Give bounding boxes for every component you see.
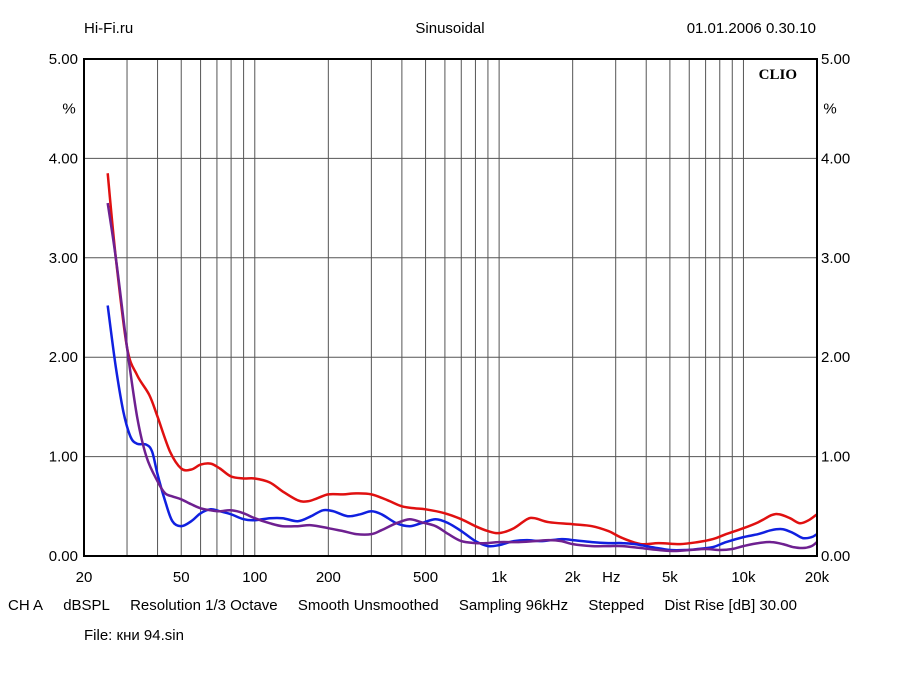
footer-sampling: Sampling 96kHz (458, 597, 569, 614)
x-tick-label: 10k (731, 569, 756, 586)
y-tick-label-right: 5.00 (821, 51, 850, 68)
y-tick-label-left: 0.00 (49, 548, 78, 565)
footer-dist-rise: Dist Rise [dB] 30.00 (664, 597, 797, 614)
x-tick-label: 100 (242, 569, 267, 586)
series-line-1 (106, 173, 818, 546)
x-tick-label: 2k (565, 569, 581, 586)
footer-channel: CH A (8, 597, 44, 614)
x-unit-label: Hz (602, 569, 620, 586)
y-tick-label-left: 3.00 (49, 250, 78, 267)
chart-grid (84, 59, 817, 556)
y-tick-label-right: 4.00 (821, 150, 850, 167)
y-tick-label-right: 0.00 (821, 548, 850, 565)
header-site: Hi-Fi.ru (84, 20, 134, 37)
chart-labels: 0.00 0.00 1.00 1.00 2.00 2.00 3.00 3.00 4.00 4.00… (49, 51, 850, 586)
x-tick-label: 5k (662, 569, 678, 586)
x-tick-label: 1k (491, 569, 507, 586)
header-mode: Sinusoidal (415, 20, 485, 37)
y-unit-right: % (823, 101, 836, 118)
x-tick-label: 500 (413, 569, 438, 586)
y-tick-label-left: 5.00 (49, 51, 78, 68)
y-tick-label-right: 1.00 (821, 449, 850, 466)
x-tick-label: 20 (76, 569, 93, 586)
footer-settings: CH A dBSPL Resolution 1/3 Octave Smooth … (8, 597, 797, 614)
y-tick-label-left: 4.00 (49, 150, 78, 167)
series-line-2 (106, 305, 818, 552)
y-tick-label-left: 1.00 (49, 449, 78, 466)
brand-logo: CLIO (759, 67, 797, 83)
footer-resolution: Resolution 1/3 Octave (130, 597, 278, 614)
plot-frame (83, 58, 818, 557)
y-tick-label-left: 2.00 (49, 349, 78, 366)
series-line-3 (106, 202, 818, 553)
x-tick-label: 200 (316, 569, 341, 586)
footer-file: File: кни 94.sin (84, 627, 184, 644)
y-tick-label-right: 2.00 (821, 349, 850, 366)
x-tick-label: 20k (805, 569, 830, 586)
y-tick-label-right: 3.00 (821, 250, 850, 267)
x-tick-label: 50 (173, 569, 190, 586)
chart-series (106, 173, 818, 553)
footer-stepping: Stepped (588, 597, 645, 614)
y-unit-left: % (62, 101, 75, 118)
header-datetime: 01.01.2006 0.30.10 (686, 20, 816, 37)
footer-smoothing: Smooth Unsmoothed (297, 597, 439, 614)
footer-unit: dBSPL (63, 597, 110, 614)
